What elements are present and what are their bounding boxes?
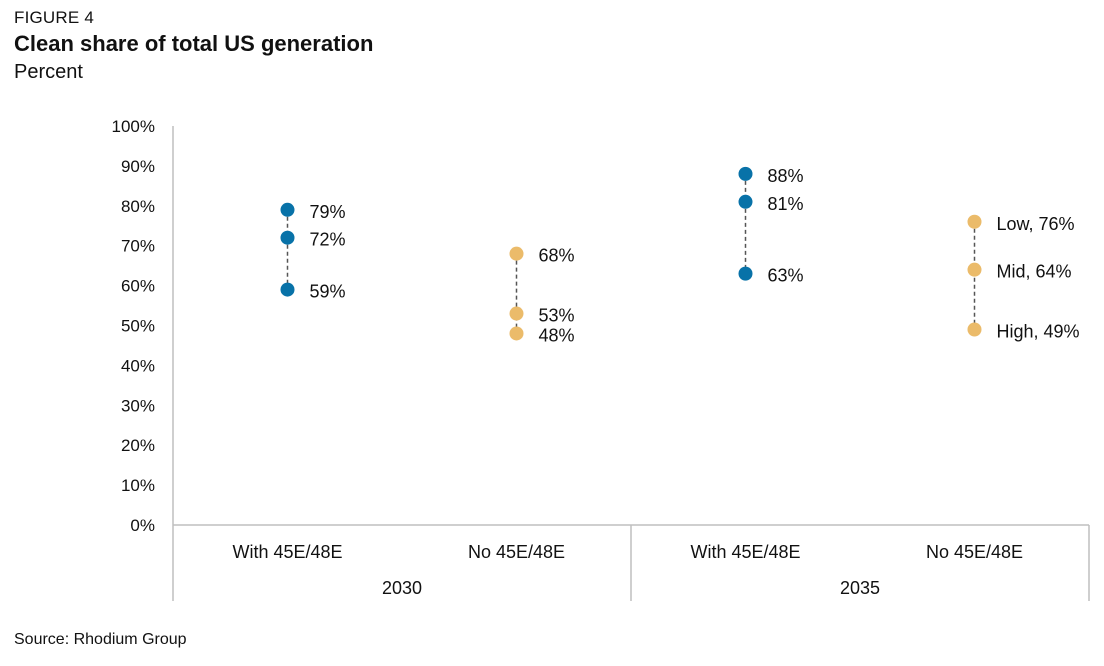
- y-tick-label: 80%: [121, 197, 155, 216]
- data-label: 79%: [310, 202, 346, 222]
- data-point: [280, 282, 295, 297]
- y-tick-label: 70%: [121, 237, 155, 256]
- data-label: 81%: [768, 194, 804, 214]
- data-label: 53%: [539, 306, 575, 326]
- y-tick-label: 0%: [130, 516, 155, 535]
- data-point: [967, 214, 982, 229]
- y-tick-label: 30%: [121, 396, 155, 415]
- data-point: [738, 166, 753, 181]
- data-label: 88%: [768, 166, 804, 186]
- data-point: [280, 230, 295, 245]
- y-tick-label: 100%: [112, 117, 155, 136]
- data-point: [967, 262, 982, 277]
- data-label: Low, 76%: [997, 214, 1075, 234]
- x-category-label: With 45E/48E: [232, 542, 342, 562]
- x-category-label: No 45E/48E: [926, 542, 1023, 562]
- data-label: 68%: [539, 246, 575, 266]
- y-tick-label: 90%: [121, 157, 155, 176]
- data-label: 59%: [310, 282, 346, 302]
- data-point: [509, 326, 524, 341]
- data-label: Mid, 64%: [997, 262, 1072, 282]
- data-label: High, 49%: [997, 321, 1080, 341]
- data-point: [509, 246, 524, 261]
- chart-subtitle: Percent: [14, 61, 83, 83]
- y-tick-label: 10%: [121, 476, 155, 495]
- data-label: 48%: [539, 325, 575, 345]
- x-group-label: 2030: [382, 578, 422, 598]
- y-tick-label: 60%: [121, 277, 155, 296]
- y-tick-label: 20%: [121, 436, 155, 455]
- x-category-label: With 45E/48E: [690, 542, 800, 562]
- y-tick-label: 50%: [121, 317, 155, 336]
- chart-title: Clean share of total US generation: [14, 31, 374, 56]
- data-label: 63%: [768, 266, 804, 286]
- y-tick-label: 40%: [121, 356, 155, 375]
- x-group-label: 2035: [840, 578, 880, 598]
- data-point: [738, 194, 753, 209]
- x-category-label: No 45E/48E: [468, 542, 565, 562]
- data-label: 72%: [310, 230, 346, 250]
- figure-label: FIGURE 4: [14, 8, 95, 27]
- data-point: [967, 322, 982, 337]
- source-note: Source: Rhodium Group: [14, 631, 187, 648]
- data-point: [280, 202, 295, 217]
- data-point: [738, 266, 753, 281]
- data-point: [509, 306, 524, 321]
